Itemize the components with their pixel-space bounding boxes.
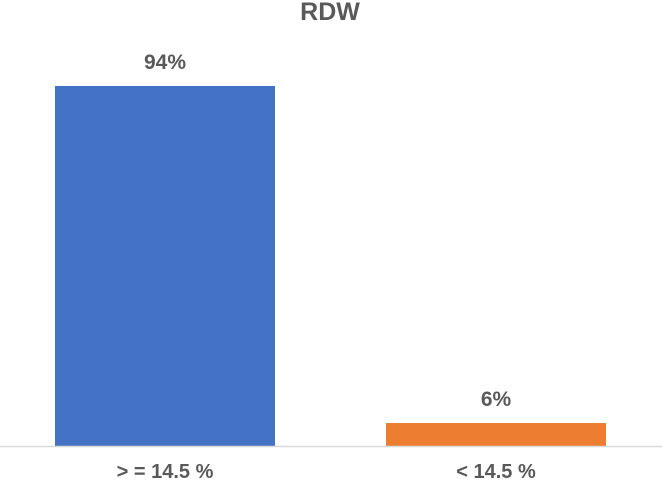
bars-group [55, 85, 606, 446]
data-label-1: 6% [481, 388, 512, 411]
bar-1 [386, 423, 606, 446]
chart-title: RDW [300, 0, 360, 26]
x-tick-label-0: > = 14.5 % [117, 461, 214, 483]
bar-0 [55, 85, 275, 446]
x-tick-label-1: < 14.5 % [456, 461, 536, 483]
labels-group: 94% > = 14.5 % 6% < 14.5 % [117, 51, 536, 483]
data-label-0: 94% [144, 51, 186, 74]
